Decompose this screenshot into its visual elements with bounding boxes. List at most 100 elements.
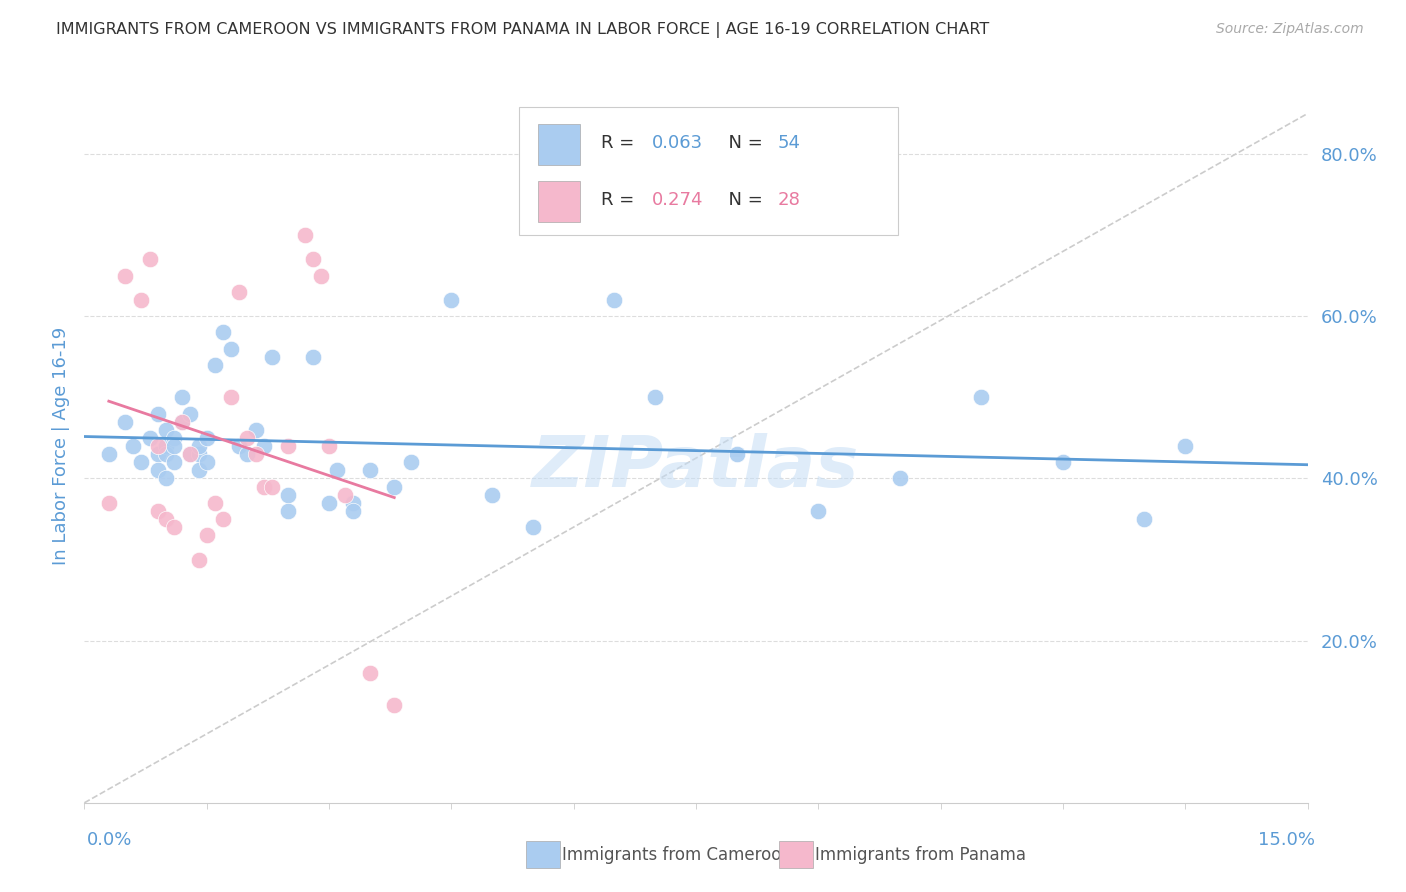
Point bbox=[97, 447, 120, 461]
Point bbox=[807, 504, 830, 518]
Point bbox=[219, 390, 242, 404]
Point bbox=[131, 455, 153, 469]
FancyBboxPatch shape bbox=[538, 181, 579, 222]
Point bbox=[172, 415, 194, 429]
Point bbox=[277, 488, 299, 502]
Text: 0.274: 0.274 bbox=[652, 191, 703, 209]
Point bbox=[146, 463, 169, 477]
Point bbox=[187, 439, 209, 453]
Point bbox=[204, 358, 226, 372]
Point bbox=[204, 496, 226, 510]
Text: N =: N = bbox=[717, 134, 768, 152]
Point bbox=[236, 447, 259, 461]
Text: Source: ZipAtlas.com: Source: ZipAtlas.com bbox=[1216, 22, 1364, 37]
Point bbox=[163, 431, 186, 445]
Text: 15.0%: 15.0% bbox=[1257, 831, 1315, 849]
Point bbox=[277, 504, 299, 518]
Point bbox=[155, 447, 177, 461]
Point bbox=[294, 228, 316, 243]
Point bbox=[187, 447, 209, 461]
Text: IMMIGRANTS FROM CAMEROON VS IMMIGRANTS FROM PANAMA IN LABOR FORCE | AGE 16-19 CO: IMMIGRANTS FROM CAMEROON VS IMMIGRANTS F… bbox=[56, 22, 990, 38]
Point bbox=[114, 268, 136, 283]
Text: R =: R = bbox=[600, 191, 640, 209]
Point bbox=[228, 439, 250, 453]
Point bbox=[187, 463, 209, 477]
Point bbox=[1052, 455, 1074, 469]
Text: Immigrants from Panama: Immigrants from Panama bbox=[815, 846, 1026, 863]
Point bbox=[342, 496, 364, 510]
Point bbox=[725, 447, 748, 461]
Point bbox=[301, 252, 323, 267]
Point bbox=[318, 439, 340, 453]
Point bbox=[253, 439, 276, 453]
Y-axis label: In Labor Force | Age 16-19: In Labor Force | Age 16-19 bbox=[52, 326, 70, 566]
Point bbox=[97, 496, 120, 510]
Point bbox=[399, 455, 422, 469]
Point bbox=[970, 390, 993, 404]
Point bbox=[131, 293, 153, 307]
Point bbox=[155, 512, 177, 526]
Text: R =: R = bbox=[600, 134, 640, 152]
Text: ZIPatlas: ZIPatlas bbox=[533, 433, 859, 502]
FancyBboxPatch shape bbox=[519, 107, 898, 235]
Point bbox=[603, 293, 626, 307]
Point bbox=[122, 439, 145, 453]
Point bbox=[155, 423, 177, 437]
Point bbox=[212, 512, 235, 526]
Point bbox=[277, 439, 299, 453]
Point bbox=[172, 415, 194, 429]
Point bbox=[195, 528, 218, 542]
Point bbox=[155, 471, 177, 485]
Point bbox=[195, 455, 218, 469]
Point bbox=[179, 447, 201, 461]
Point bbox=[260, 479, 283, 493]
Point bbox=[309, 268, 332, 283]
Point bbox=[179, 407, 201, 421]
Point bbox=[146, 447, 169, 461]
Point bbox=[522, 520, 544, 534]
Point bbox=[889, 471, 911, 485]
Point bbox=[146, 407, 169, 421]
FancyBboxPatch shape bbox=[538, 124, 579, 165]
Point bbox=[163, 439, 186, 453]
Point bbox=[481, 488, 503, 502]
Text: N =: N = bbox=[717, 191, 768, 209]
Point bbox=[163, 520, 186, 534]
Point bbox=[172, 390, 194, 404]
Point bbox=[440, 293, 463, 307]
Point bbox=[382, 479, 405, 493]
Point bbox=[187, 552, 209, 566]
Text: 0.0%: 0.0% bbox=[87, 831, 132, 849]
Point bbox=[342, 504, 364, 518]
Point bbox=[335, 488, 357, 502]
Point bbox=[195, 431, 218, 445]
Point bbox=[114, 415, 136, 429]
Point bbox=[260, 350, 283, 364]
Point bbox=[301, 350, 323, 364]
Point bbox=[1174, 439, 1197, 453]
Text: Immigrants from Cameroon: Immigrants from Cameroon bbox=[562, 846, 792, 863]
Point bbox=[138, 431, 160, 445]
Text: 0.063: 0.063 bbox=[652, 134, 703, 152]
Point bbox=[146, 504, 169, 518]
Point bbox=[359, 666, 381, 681]
Point bbox=[228, 285, 250, 299]
Point bbox=[326, 463, 349, 477]
Point bbox=[138, 252, 160, 267]
Point bbox=[245, 423, 267, 437]
Point bbox=[253, 479, 276, 493]
Point bbox=[212, 326, 235, 340]
Point bbox=[155, 439, 177, 453]
Point bbox=[359, 463, 381, 477]
Point bbox=[318, 496, 340, 510]
Text: 28: 28 bbox=[778, 191, 801, 209]
Point bbox=[163, 455, 186, 469]
Point bbox=[219, 342, 242, 356]
Point bbox=[382, 698, 405, 713]
Point bbox=[146, 439, 169, 453]
Point bbox=[245, 447, 267, 461]
Point bbox=[236, 431, 259, 445]
Text: 54: 54 bbox=[778, 134, 801, 152]
Point bbox=[179, 447, 201, 461]
Point bbox=[1133, 512, 1156, 526]
